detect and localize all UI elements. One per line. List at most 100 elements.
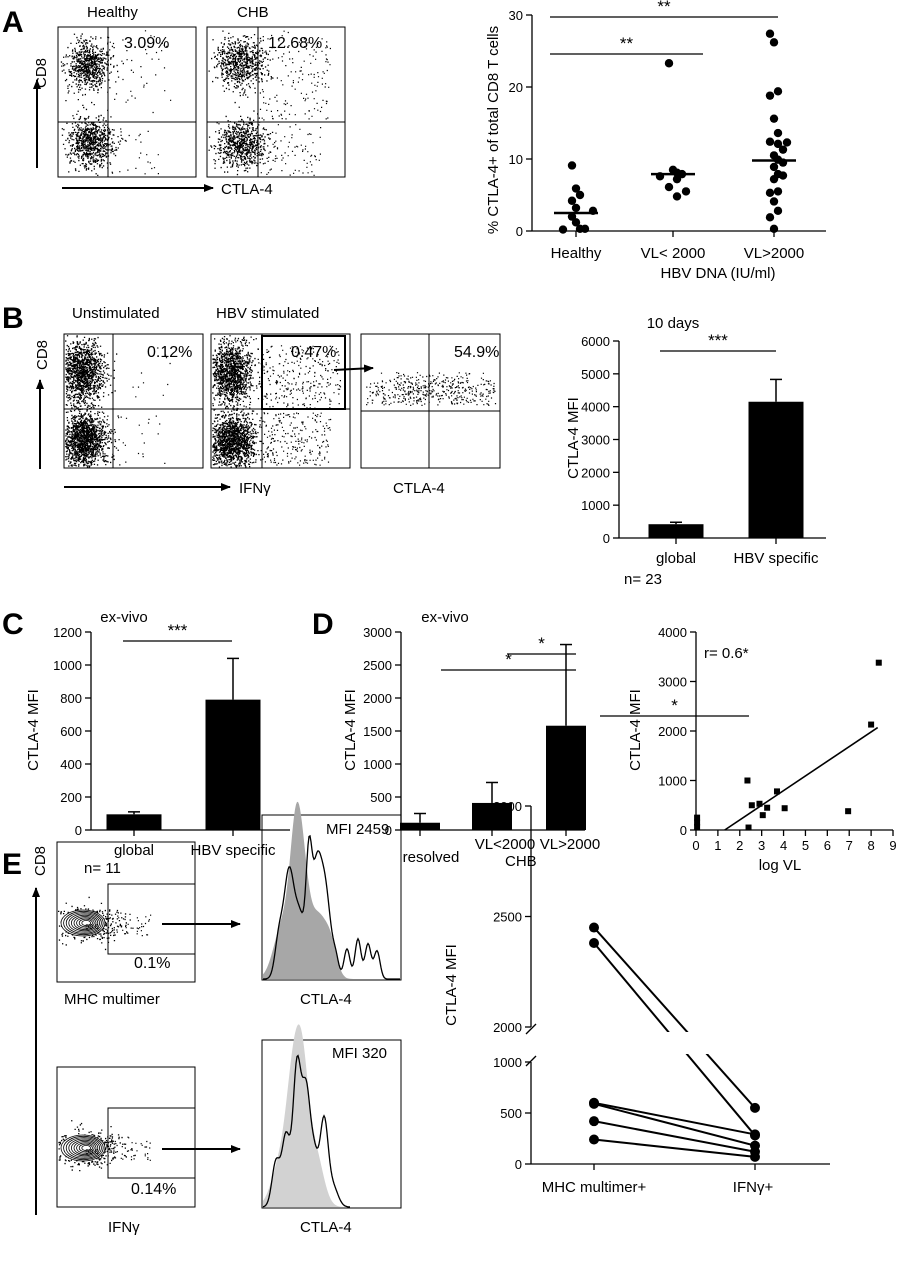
chart-e-axis-break-top <box>525 1023 537 1035</box>
chart-c-x-tick-label-1: HBV specific <box>190 842 276 859</box>
chart-e-pair-line-5 <box>593 1138 756 1158</box>
chart-d2-x-label: log VL <box>759 857 802 874</box>
panel-label-d: D <box>312 608 334 641</box>
chart-c-y-tick-label-0: 0 <box>75 823 82 838</box>
contour-ring-contour-e2-6 <box>76 1142 95 1154</box>
chart-e-y-tick-label-3: 2000 <box>493 1020 522 1035</box>
flow-e-ifng-gate <box>107 1107 196 1179</box>
chart-d2-point-7 <box>759 812 766 819</box>
chart-a-point-g2-0 <box>765 29 775 38</box>
chart-a-x-tick-label-0: Healthy <box>551 245 602 262</box>
chart-a-point-g2-4 <box>769 114 779 123</box>
chart-e-pair-start-1 <box>589 938 599 949</box>
hist-e-ifng-frame <box>261 1039 402 1209</box>
panel-a-flow: Healthy CHB 3.09% 12.68% CD8 CTLA-4 <box>33 4 346 198</box>
flow-events-dots-b1-3 <box>118 415 166 466</box>
chart-d2-point-6 <box>756 800 763 807</box>
panel-c-n-label: n= 11 <box>84 860 121 877</box>
chart-d2-point-11 <box>845 808 852 815</box>
contour-ring-contour-e2-3 <box>68 1138 100 1158</box>
contour-ring-contour-e1-5 <box>73 916 97 930</box>
flow-e-ifng-label: IFNγ <box>108 1219 140 1236</box>
chart-a-point-g2-18 <box>765 188 775 198</box>
chart-b-y-tick-label-5: 5000 <box>581 367 610 382</box>
chart-a-point-g2-21 <box>765 213 775 222</box>
chart-a-point-g2-7 <box>782 138 792 147</box>
chart-d-y-label: CTLA-4 MFI <box>342 689 359 771</box>
chart-d2-point-5 <box>748 802 755 809</box>
chart-b-y-tick-label-3: 3000 <box>581 433 610 448</box>
chart-b-y-label: CTLA-4 MFI <box>565 397 582 479</box>
flow-events-dots-a1-1 <box>61 104 124 176</box>
chart-a-point-g2-22 <box>769 224 779 234</box>
chart-a-x-tick-label-1: VL< 2000 <box>641 245 706 262</box>
flow-events-dots-a2-0 <box>208 30 277 104</box>
flow-b-unstim-events <box>65 335 171 469</box>
chart-b-bar-1 <box>748 401 804 538</box>
contour-ring-contour-e2-0 <box>60 1134 106 1162</box>
chart-b-sig-label: *** <box>708 331 728 350</box>
chart-d2-point-10 <box>781 805 788 812</box>
chart-d2-y-tick-label-1: 1000 <box>658 774 687 789</box>
flow-e-multimer-percent: 0.1% <box>134 955 170 972</box>
chart-e-y-tick-label-4: 2500 <box>493 910 522 925</box>
hist-e-multimer-specific-line <box>263 834 400 980</box>
contour-ring-contour-e1-4 <box>71 914 99 932</box>
chart-a-point-g1-5 <box>672 174 682 184</box>
chart-d2-y-tick-label-0: 0 <box>680 823 687 838</box>
chart-d2-y-tick-label-3: 3000 <box>658 675 687 690</box>
chart-a-point-g2-5 <box>773 128 783 138</box>
chart-a-point-g0-9 <box>580 224 590 234</box>
contour-ring-contour-e2-7 <box>78 1143 93 1153</box>
chart-d-y-tick-label-5: 2500 <box>363 658 392 673</box>
flow-b-stim-events <box>212 335 342 468</box>
chart-b-bar-0 <box>648 524 704 538</box>
chart-d2-x-tick-label-3: 3 <box>758 838 765 853</box>
chart-b-y-tick-label-4: 4000 <box>581 400 610 415</box>
chart-c-y-label: CTLA-4 MFI <box>25 689 42 771</box>
flow-b-gated-events <box>366 372 497 406</box>
chart-d-sig-0-label: * <box>538 634 545 653</box>
chart-e-pair-start-5 <box>589 1134 599 1145</box>
chart-b-y-tick-label-1: 1000 <box>581 498 610 513</box>
contour-ring-contour-e1-8 <box>81 920 91 927</box>
chart-e-pair-end-5 <box>750 1151 760 1162</box>
chart-a-point-g2-3 <box>765 91 775 100</box>
contour-ring-contour-e1-2 <box>65 912 102 934</box>
chart-d2-x-tick-label-4: 4 <box>780 838 787 853</box>
chart-e-pair-line-3 <box>593 1102 756 1147</box>
chart-e-x-tick-label-1: IFNγ+ <box>733 1179 774 1196</box>
flow-a-chb-frame <box>206 26 346 178</box>
chart-a-point-g0-1 <box>571 184 581 193</box>
chart-d2-x-tick-label-5: 5 <box>802 838 809 853</box>
chart-a-point-g2-6 <box>765 137 775 146</box>
chart-a-y-tick-label-3: 30 <box>509 8 523 23</box>
chart-a-point-g2-19 <box>769 197 779 206</box>
chart-a-point-g0-2 <box>575 190 585 200</box>
chart-c-bar-1 <box>205 699 261 830</box>
flow-b-stim-title: HBV stimulated <box>216 305 319 322</box>
chart-d2-x-tick-label-2: 2 <box>736 838 743 853</box>
chart-e-y-label: CTLA-4 MFI <box>443 944 460 1026</box>
chart-a-point-g2-2 <box>773 87 783 96</box>
flow-b-gate-arrow <box>333 364 374 373</box>
chart-a-y-tick-label-2: 20 <box>509 80 523 95</box>
chart-d2-fit-line <box>724 726 879 831</box>
chart-e-y-tick-label-0: 0 <box>515 1157 522 1172</box>
chart-a-y-label: % CTLA-4+ of total CD8 T cells <box>485 26 502 234</box>
chart-d-y-tick-label-4: 2000 <box>363 691 392 706</box>
contour-label-contour-e1: 99.6 <box>85 924 99 931</box>
chart-e-break-gap <box>600 1032 750 1054</box>
chart-c-y-tick-label-5: 1000 <box>53 658 82 673</box>
chart-d2-point-1 <box>694 819 701 826</box>
chart-d2-x-tick-label-6: 6 <box>824 838 831 853</box>
chart-e-y-tick-label-1: 500 <box>500 1106 522 1121</box>
chart-c-bar-0 <box>106 814 162 830</box>
flow-b-unstim-percent: 0.12% <box>147 344 192 361</box>
chart-d-sig-1-label: * <box>505 650 512 669</box>
chart-d-bar: 0 500 1000 1500 2000 2500 3000 resolved VL<2000 V… <box>342 609 600 866</box>
chart-d-x-tick-label-1: VL<2000 <box>475 836 535 853</box>
chart-b-title: 10 days <box>647 315 700 332</box>
